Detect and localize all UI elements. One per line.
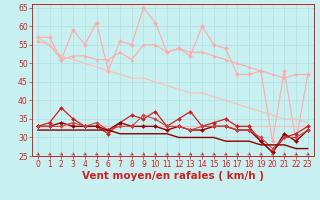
X-axis label: Vent moyen/en rafales ( km/h ): Vent moyen/en rafales ( km/h ) xyxy=(82,171,264,181)
